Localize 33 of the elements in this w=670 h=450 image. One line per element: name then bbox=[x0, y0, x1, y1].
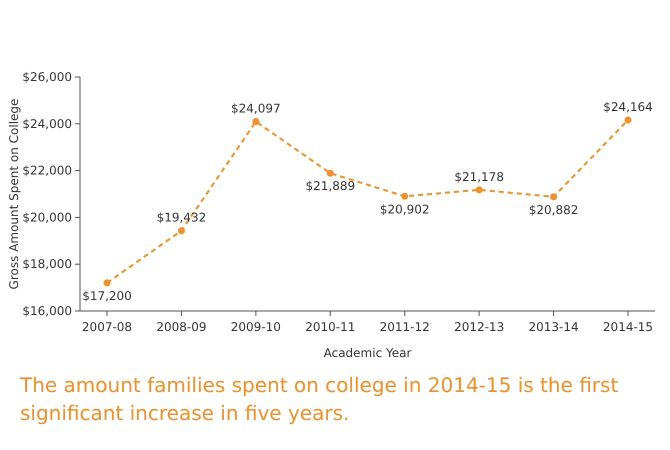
y-axis-title: Gross Amount Spent on College bbox=[7, 98, 21, 290]
y-tick-label: $20,000 bbox=[22, 210, 72, 224]
text: $20,902 bbox=[380, 202, 430, 216]
x-tick-label: 2009-10 bbox=[230, 320, 281, 334]
point bbox=[624, 116, 632, 124]
text: $19,432 bbox=[156, 210, 206, 225]
x-tick-label: 2011-12 bbox=[380, 320, 430, 334]
x-tick-label: 2010-11 bbox=[305, 320, 356, 334]
point bbox=[326, 170, 334, 177]
x-tick-label: 2013-14 bbox=[528, 320, 579, 334]
y-tick-label: $22,000 bbox=[22, 164, 72, 178]
point bbox=[104, 279, 110, 286]
text: $21,178 bbox=[454, 170, 504, 184]
point bbox=[550, 193, 558, 200]
x-tick-label: 2008-09 bbox=[156, 320, 206, 334]
point bbox=[401, 192, 408, 200]
y-tick-label: $24,000 bbox=[22, 116, 72, 131]
text: The amount families spent on college in 2014-15 is the first significant increase in five years. bbox=[19, 373, 618, 425]
x-tick-label: 2007-08 bbox=[82, 320, 132, 334]
x-axis-title: Academic Year bbox=[324, 346, 412, 360]
point bbox=[476, 186, 483, 194]
y-tick-label: $18,000 bbox=[22, 257, 72, 272]
text: $24,097 bbox=[231, 102, 281, 116]
text: $24,164 bbox=[603, 100, 653, 114]
y-tick-label: $16,000 bbox=[22, 304, 72, 318]
point bbox=[252, 118, 260, 126]
point bbox=[178, 227, 185, 234]
x-tick-label: 2012-13 bbox=[454, 320, 504, 334]
text: $20,882 bbox=[528, 202, 578, 217]
x-tick-label: 2014-15 bbox=[602, 320, 654, 334]
text: $17,200 bbox=[82, 288, 132, 303]
y-tick-label: $26,000 bbox=[22, 70, 72, 84]
text: $21,889 bbox=[305, 179, 356, 194]
